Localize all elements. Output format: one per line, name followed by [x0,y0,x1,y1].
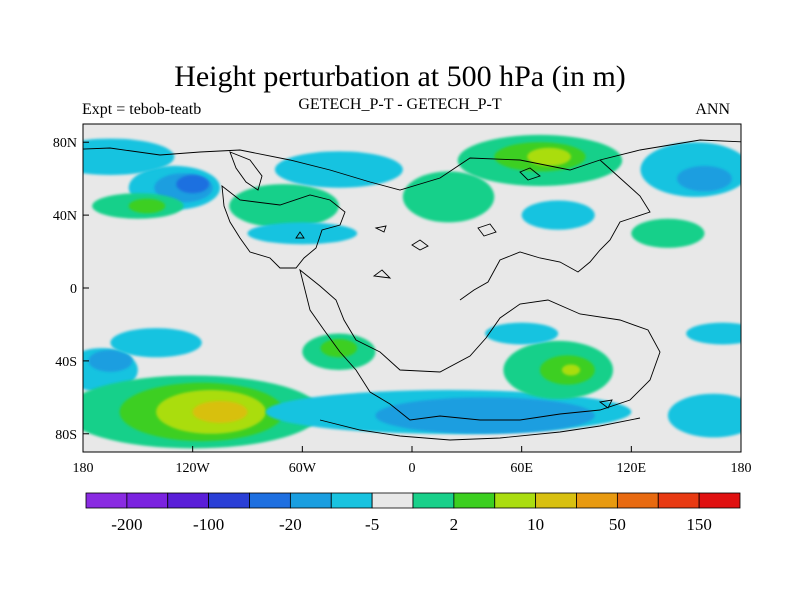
colorbar-label: 10 [527,515,544,534]
x-tick-label: 60E [510,461,533,476]
model-label: GETECH_P-T - GETECH_P-T [298,96,502,113]
colorbar-label: -20 [279,515,302,534]
colorbar-box [208,492,250,509]
colorbar-box [371,492,414,509]
coastlines [83,139,741,441]
experiment-label: Expt = tebob-teatb [82,101,202,118]
y-tick-label: 40N [53,209,77,224]
x-tick-label: 120E [617,461,647,476]
contour-region [667,393,741,438]
contour-region [527,147,572,166]
contour-region [83,138,175,176]
contour-region [320,339,358,358]
colorbar-box [85,492,128,509]
contour-region [110,328,202,358]
contour-region [677,165,732,192]
colorbar-box [576,492,618,509]
plot-title: Height perturbation at 500 hPa (in m) [174,60,626,93]
colorbar-box [453,492,496,509]
contour-region [192,400,248,423]
colorbar-label: -100 [193,515,224,534]
y-tick-label: 40S [55,355,77,370]
contour-region [686,322,741,345]
colorbar-label: 150 [686,515,712,534]
colorbar-box [657,492,700,509]
contour-region [128,198,166,214]
x-tick-label: 180 [73,461,94,476]
colorbar-box [167,492,210,509]
y-tick-label: 80S [55,428,77,443]
contour-region [485,322,559,345]
colorbar-label: 50 [609,515,626,534]
y-tick-label: 80N [53,136,77,151]
x-tick-label: 180 [731,461,752,476]
colorbar-label: -200 [111,515,142,534]
contour-region [402,171,495,223]
colorbar-box [494,492,537,509]
colorbar-box [535,492,577,509]
colorbar-box [126,492,169,509]
contour-region [561,364,581,376]
colorbar-box [330,492,373,509]
colorbar-label: -5 [365,515,379,534]
y-tick-label: 0 [70,282,77,297]
x-tick-label: 120W [176,461,211,476]
colorbar-label: 2 [450,515,459,534]
contour-region [521,200,595,230]
season-label: ANN [695,101,730,118]
contour-region [247,222,358,245]
contour-region [375,397,595,434]
x-axis-ticks: 180 120W 60W 0 60E 120E 180 [73,446,752,476]
colorbar: -200 -100 -20 -5 2 10 50 150 [85,492,741,534]
colorbar-box [412,492,455,509]
contour-region [176,175,210,194]
contour-region [229,184,339,228]
y-axis-ticks: 80N 40N 0 40S 80S [53,136,89,443]
colorbar-box [249,492,291,509]
contour-region [274,151,403,188]
colorbar-box [616,492,659,509]
x-tick-label: 60W [289,461,317,476]
colorbar-box [698,492,741,509]
contour-region [631,218,705,248]
x-tick-label: 0 [409,461,416,476]
contour-fields [83,134,741,449]
colorbar-box [289,492,332,509]
contour-region [88,349,133,372]
